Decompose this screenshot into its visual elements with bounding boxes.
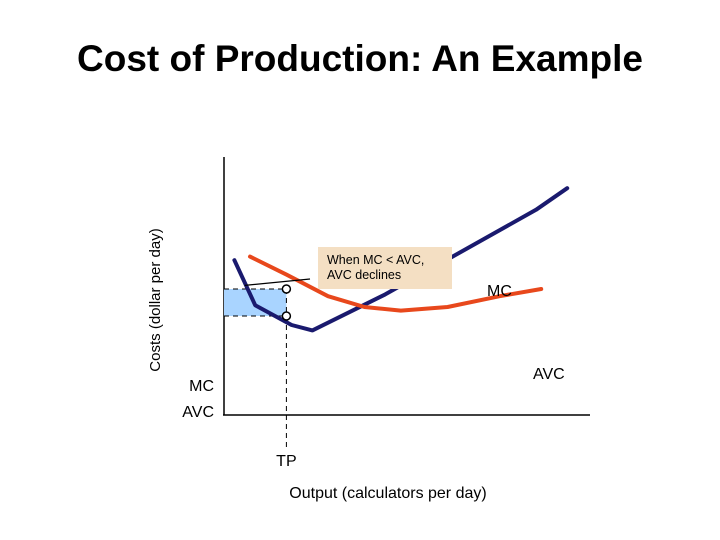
- annotation-line2: AVC declines: [327, 268, 401, 282]
- page-title: Cost of Production: An Example: [77, 38, 643, 79]
- avc-curve: [248, 254, 544, 313]
- x-axis-label: Output (calculators per day): [289, 485, 486, 502]
- annotation-pointer: [244, 278, 311, 287]
- avc-curve-label: AVC: [533, 366, 565, 383]
- y-tick-avc: AVC: [182, 404, 214, 421]
- annotation-line1: When MC < AVC,: [327, 253, 424, 267]
- mc-curve-label: MC: [487, 283, 512, 300]
- x-tick-tp: TP: [276, 453, 296, 470]
- avc-point: [281, 311, 292, 321]
- annotation-box: [318, 247, 452, 289]
- y-axis-label: Costs (dollar per day): [147, 228, 164, 371]
- y-tick-mc: MC: [189, 378, 214, 395]
- mc-point: [281, 284, 292, 294]
- mc-curve: [232, 186, 570, 333]
